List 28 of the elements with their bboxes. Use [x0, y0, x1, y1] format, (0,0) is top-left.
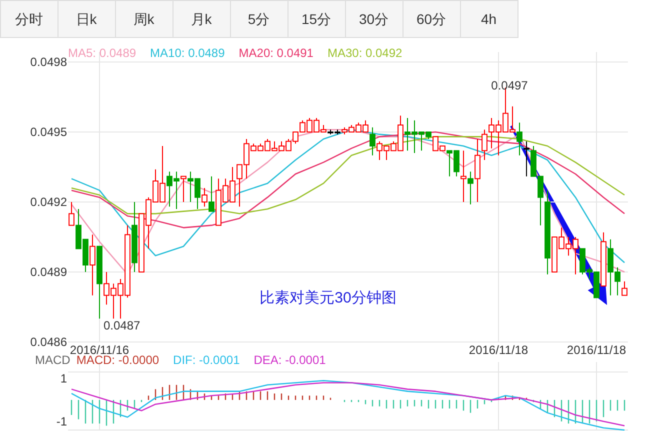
annotation: 0.0487 — [104, 318, 141, 333]
tab: 15分 — [288, 0, 346, 38]
y-tick-label: 0.0492 — [30, 195, 68, 209]
y-tick-label: 1 — [60, 371, 68, 386]
series-label: DIF: -0.0001 — [173, 353, 240, 367]
tab: 30分 — [345, 0, 404, 38]
series-label: DEA: -0.0001 — [254, 353, 326, 367]
y-tick-label: 0.0495 — [30, 125, 68, 139]
tab: 5分 — [230, 0, 288, 38]
tab: 周k — [115, 0, 174, 38]
text: MA20: 0.0491 — [238, 46, 314, 60]
text: MA30: 0.0492 — [327, 46, 403, 60]
x-tick-label: 2016/11/18 — [566, 343, 626, 357]
x-tick-label: 2016/11/18 — [468, 343, 528, 357]
tab: 4h — [460, 0, 518, 38]
text: 比素对美元30分钟图 — [260, 290, 396, 306]
y-tick-label: -1 — [56, 414, 68, 428]
y-tick-label: 0.0486 — [30, 335, 68, 349]
y-tick-label: 0.0498 — [30, 55, 68, 69]
text: MA10: 0.0489 — [150, 46, 226, 60]
chart-title: MACD — [35, 353, 71, 367]
tab: 日k — [58, 0, 116, 38]
tab: 分时 — [0, 0, 58, 38]
y-tick-label: 0.0489 — [30, 265, 68, 279]
tab: 60分 — [402, 0, 461, 38]
tab: 月k — [172, 0, 231, 38]
text: MA5: 0.0489 — [68, 46, 136, 60]
annotation: 0.0497 — [491, 78, 528, 92]
